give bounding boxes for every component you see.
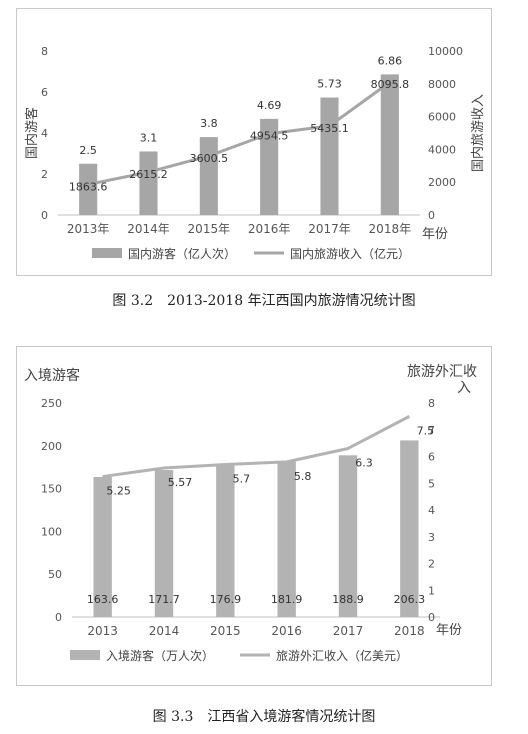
bar [380,74,399,216]
y-left-tick-label: 4 [41,127,48,140]
y-right-tick-label: 6000 [428,111,456,124]
line-data-label: 5.8 [294,470,312,483]
bar-data-label: 6.86 [378,54,403,67]
y-right-tick-label: 0 [428,209,435,222]
bar-data-label: 3.8 [200,117,218,130]
x-tick-label: 2017 [333,624,364,638]
x-tick-label: 2015年 [188,222,231,236]
bar [260,118,279,215]
y-left-tick-label: 6 [41,86,48,99]
x-tick-label: 2014年 [127,222,170,236]
line-data-label: 6.3 [355,456,373,469]
x-tick-label: 2013年 [67,222,110,236]
bar [79,163,98,215]
bar-data-label: 206.3 [394,593,426,606]
y-right-tick-label: 0 [428,611,435,624]
x-tick-label: 2018年 [369,222,412,236]
y-right-tick-label: 8000 [428,78,456,91]
y-left-tick-label: 200 [41,440,62,453]
line-data-label: 1863.6 [69,180,108,193]
bar-data-label: 4.69 [257,99,282,112]
legend-bar-swatch [70,650,100,660]
bar-data-label: 2.5 [79,144,97,157]
bar [139,151,158,215]
bar-data-label: 181.9 [271,593,303,606]
line-data-label: 5.25 [106,485,131,498]
line-data-label: 5.7 [233,473,251,486]
legend-bar-label: 入境游客（万人次） [106,648,214,663]
bar-data-label: 3.1 [140,131,158,144]
y-left-axis-title: 国内游客 [24,107,40,159]
line-data-label: 7.5 [417,424,435,437]
legend-line-label: 国内旅游收入（亿元） [290,246,410,261]
y-left-tick-label: 2 [41,168,48,181]
y-right-axis-title: 国内旅游收入 [470,94,486,172]
y-left-tick-label: 100 [41,525,62,538]
y-left-tick-label: 8 [41,45,48,58]
y-right-tick-label: 4000 [428,143,456,156]
x-tick-label: 2014 [149,624,180,638]
line-data-label: 3600.5 [190,152,229,165]
line-data-label: 5.57 [168,476,193,489]
income-line [87,81,391,186]
x-tick-label: 2015 [210,624,241,638]
line-data-label: 8095.8 [371,78,410,91]
y-right-tick-label: 7 [428,424,435,437]
chart1-caption: 图 3.2 2013-2018 年江西国内旅游情况统计图 [112,293,416,309]
bar-data-label: 176.9 [210,593,242,606]
x-tick-label: 2016 [271,624,302,638]
x-tick-label: 2016年 [248,222,291,236]
y-left-axis-title: 入境游客 [24,367,80,384]
line-data-label: 4954.5 [250,130,289,143]
line-data-label: 5435.1 [310,122,349,135]
x-tick-label: 2017年 [308,222,351,236]
y-right-tick-label: 4 [428,504,435,517]
legend-bar-swatch [92,248,122,258]
y-left-tick-label: 50 [48,568,62,581]
y-right-tick-label: 6 [428,451,435,464]
y-right-tick-label: 8 [428,397,435,410]
bar [216,465,235,617]
y-right-tick-label: 2 [428,558,435,571]
line-data-label: 2615.2 [129,168,168,181]
chart1-frame [16,8,492,276]
bar-data-label: 163.6 [87,593,119,606]
y-left-tick-label: 0 [41,209,48,222]
bar-data-label: 171.7 [148,593,180,606]
income-line [102,415,411,479]
y-right-tick-label: 2000 [428,176,456,189]
bar [338,455,358,617]
chart2-caption: 图 3.3 江西省入境游客情况统计图 [152,709,376,725]
bar [93,476,112,617]
x-axis-title: 年份 [422,227,448,242]
y-left-tick-label: 150 [41,483,62,496]
bar [154,470,174,617]
y-right-tick-label: 1 [428,584,435,597]
bar [277,461,296,617]
bar [400,440,419,617]
x-tick-label: 2018 [394,624,425,638]
legend-bar-label: 国内游客（亿人次） [128,246,236,261]
legend-line-label: 旅游外汇收入（亿美元） [276,648,408,663]
y-right-axis-title: 旅游外汇收入 [407,364,477,396]
y-left-tick-label: 0 [55,611,62,624]
y-left-tick-label: 250 [41,397,62,410]
y-right-tick-label: 3 [428,531,435,544]
bar-data-label: 188.9 [332,593,364,606]
x-tick-label: 2013 [87,624,118,638]
bar-data-label: 5.73 [317,78,342,91]
x-axis-title: 年份 [436,623,462,638]
y-right-tick-label: 5 [428,477,435,490]
y-right-tick-label: 10000 [428,45,463,58]
